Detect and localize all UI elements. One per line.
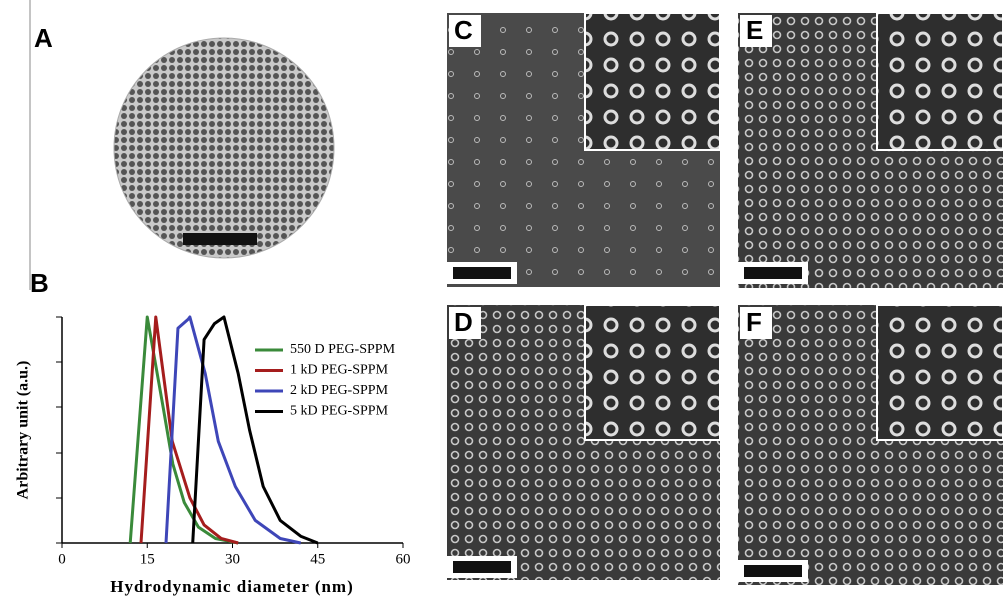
inset: [877, 305, 1003, 440]
panel-label: D: [454, 307, 473, 337]
scale-bar: [744, 565, 802, 577]
scale-bar: [453, 267, 511, 279]
inset: [585, 13, 720, 150]
x-tick-label: 0: [58, 551, 66, 567]
inset: [585, 305, 720, 440]
panel-label: A: [34, 23, 53, 53]
x-tick-label: 30: [225, 551, 240, 567]
micrograph: [114, 38, 334, 258]
inset: [877, 13, 1003, 150]
scale-bar: [744, 267, 802, 279]
scale-bar: [183, 233, 257, 245]
x-axis-title: Hydrodynamic diameter (nm): [110, 577, 354, 596]
panel-label: F: [746, 307, 762, 337]
panel-d: D: [447, 305, 720, 580]
panel-label: E: [746, 15, 763, 45]
y-tick-marks: [56, 317, 62, 543]
legend-label: 5 kD PEG-SPPM: [290, 404, 389, 419]
x-tick-label: 15: [140, 551, 155, 567]
figure: A B C D E F Hydrodynamic diameter (nm): [0, 0, 1003, 603]
panel-label: B: [30, 268, 49, 298]
x-tick-label: 45: [310, 551, 325, 567]
series-line: [130, 317, 238, 543]
figure-canvas: A B C D E F Hydrodynamic diameter (nm): [0, 0, 1003, 603]
legend-label: 1 kD PEG-SPPM: [290, 363, 389, 378]
y-axis-title: Arbitrary unit (a.u.): [15, 361, 32, 500]
panel-f: F: [738, 305, 1003, 585]
panel-label: C: [454, 15, 473, 45]
x-tick-label: 60: [396, 551, 411, 567]
panel-c: C: [447, 13, 720, 287]
panel-e: E: [738, 13, 1003, 288]
legend-label: 2 kD PEG-SPPM: [290, 383, 389, 398]
scale-bar: [453, 561, 511, 573]
legend-label: 550 D PEG-SPPM: [290, 342, 396, 357]
